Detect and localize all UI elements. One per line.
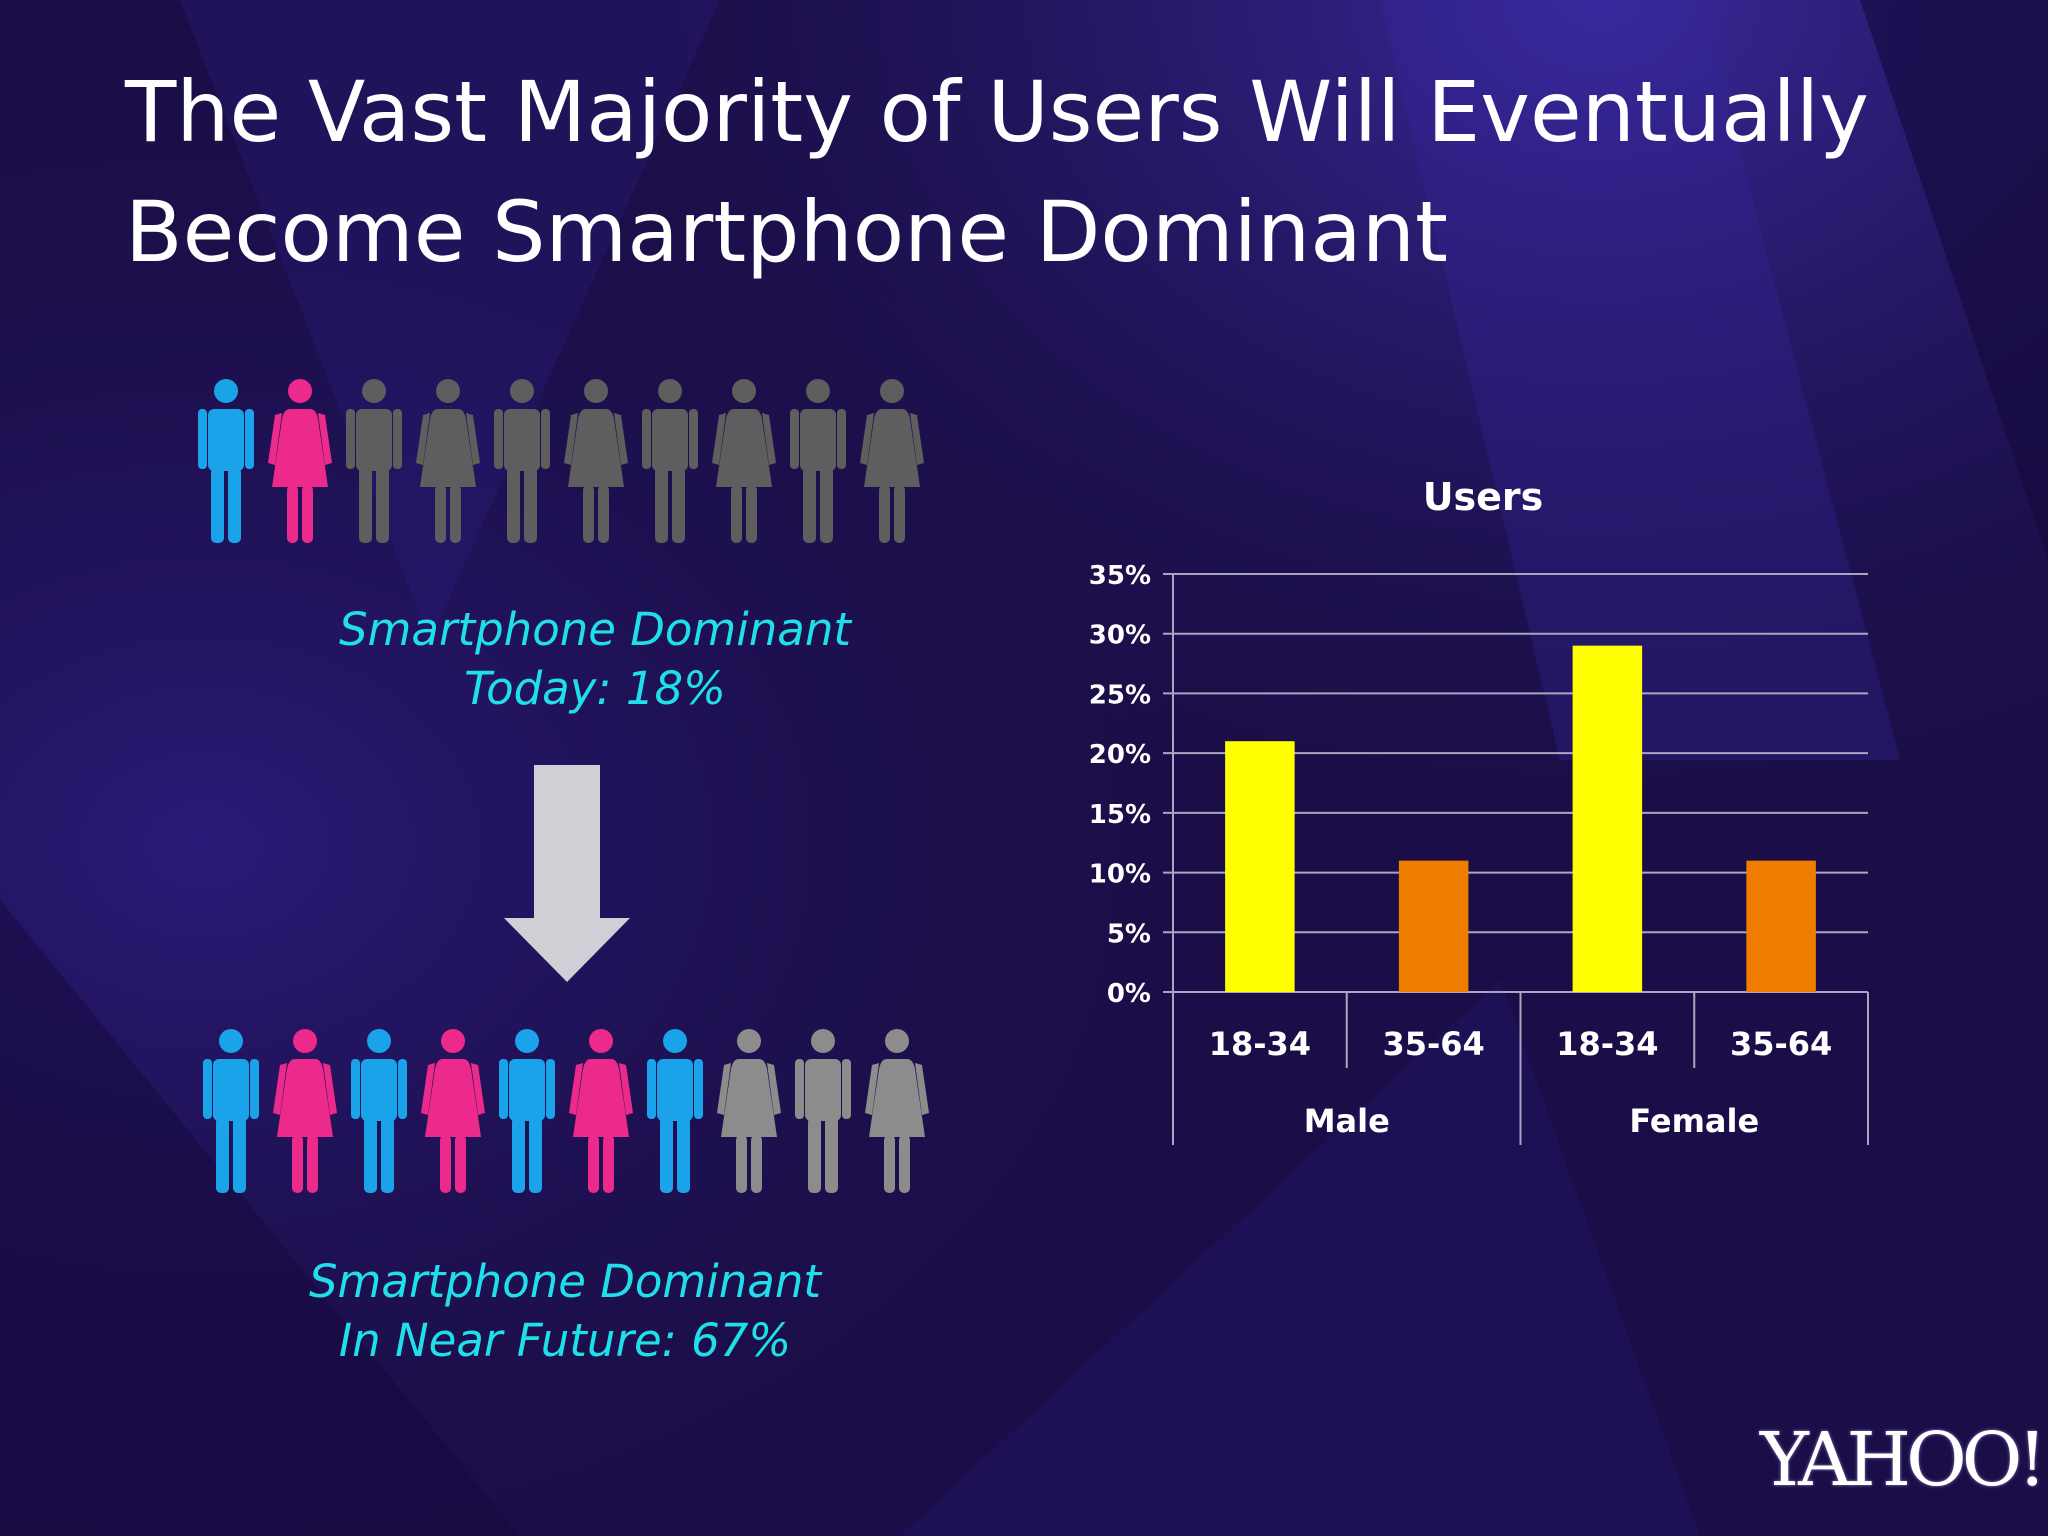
slide-title-line-1: The Vast Majority of Users Will Eventual…: [125, 63, 1869, 161]
future-caption: Smartphone Dominant In Near Future: 67%: [240, 1252, 890, 1370]
chart-y-tick-label: 35%: [1089, 561, 1151, 591]
future-caption-line-2: In Near Future: 67%: [338, 1314, 792, 1367]
person-female-icon: [865, 1029, 929, 1193]
person-female-icon: [416, 379, 480, 543]
chart-axes: [1172, 574, 1869, 1145]
person-female-icon: [717, 1029, 781, 1193]
person-male-icon: [198, 379, 254, 543]
person-female-icon: [268, 379, 332, 543]
users-bar-chart: Users 0%5%10%15%20%25%30%35% 18-34 35-64 1…: [1089, 475, 1869, 1145]
chart-group-label: Female: [1629, 1102, 1759, 1140]
person-female-icon: [569, 1029, 633, 1193]
people-row-today: [198, 379, 924, 543]
chart-y-tick-label: 5%: [1107, 919, 1151, 949]
chart-x-tick-label: 35-64: [1382, 1025, 1484, 1063]
chart-x-tick-label: 35-64: [1730, 1025, 1832, 1063]
person-male-icon: [203, 1029, 259, 1193]
chart-y-tick-label: 0%: [1107, 979, 1151, 1009]
chart-bar-1: [1225, 741, 1295, 992]
today-caption-line-1: Smartphone Dominant: [338, 603, 852, 656]
person-female-icon: [273, 1029, 337, 1193]
slide-title-line-2: Become Smartphone Dominant: [125, 183, 1448, 281]
person-female-icon: [712, 379, 776, 543]
today-caption: Smartphone Dominant Today: 18%: [270, 600, 920, 718]
slide-title: The Vast Majority of Users Will Eventual…: [125, 52, 1975, 292]
person-male-icon: [346, 379, 402, 543]
chart-y-tick-label: 30%: [1089, 621, 1151, 651]
chart-y-tick-label: 25%: [1089, 680, 1151, 710]
chart-x-tick-label: 18-34: [1556, 1025, 1658, 1063]
person-male-icon: [642, 379, 698, 543]
today-caption-line-2: Today: 18%: [464, 662, 726, 715]
chart-y-tick-labels: 0% 5% 10% 15% 20% 25% 30% 35%: [1089, 561, 1151, 1009]
chart-bar-4: [1746, 860, 1816, 992]
chart-y-tick-label: 15%: [1089, 800, 1151, 830]
chart-title: Users: [1423, 475, 1544, 519]
person-male-icon: [795, 1029, 851, 1193]
chart-group-label: Male: [1304, 1102, 1390, 1140]
chart-bar-2: [1398, 860, 1469, 992]
person-male-icon: [790, 379, 846, 543]
person-male-icon: [494, 379, 550, 543]
person-female-icon: [564, 379, 628, 543]
chart-y-tick-label: 20%: [1089, 740, 1151, 770]
person-male-icon: [647, 1029, 703, 1193]
chart-bars: [1225, 645, 1816, 992]
people-row-future: [203, 1029, 929, 1193]
person-female-icon: [421, 1029, 485, 1193]
chart-x-tick-label: 18-34: [1209, 1025, 1311, 1063]
person-male-icon: [351, 1029, 407, 1193]
chart-x-tick-labels: 18-34 35-64 18-34 35-64: [1209, 1025, 1833, 1063]
person-male-icon: [499, 1029, 555, 1193]
future-caption-line-1: Smartphone Dominant: [308, 1255, 822, 1308]
chart-bar-3: [1572, 645, 1643, 992]
down-arrow-icon: [504, 765, 630, 982]
chart-y-tick-label: 10%: [1089, 860, 1151, 890]
person-female-icon: [860, 379, 924, 543]
yahoo-logo: YAHOO!: [1760, 1417, 2047, 1503]
chart-group-labels: Male Female: [1304, 1102, 1759, 1140]
